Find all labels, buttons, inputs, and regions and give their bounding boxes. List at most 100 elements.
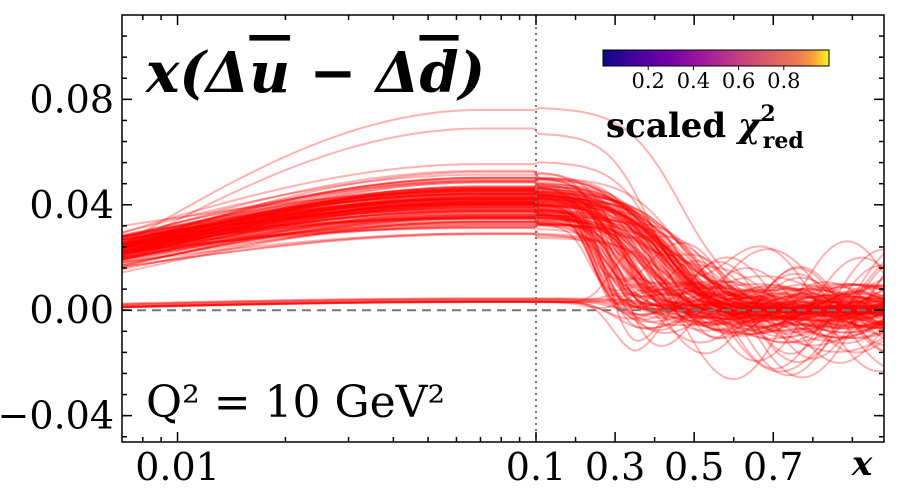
colorbar-tick-label: 0.4 [677,69,710,93]
replica-curve [122,177,884,319]
replica-curve [122,267,884,354]
replica-curve [122,188,884,314]
replica-curve [122,196,884,320]
replica-curve [122,191,884,337]
replica-curve [122,196,884,325]
replica-curve [122,199,884,329]
replica-curve [122,185,884,315]
replica-curve [122,216,884,335]
replica-curve [122,186,884,333]
replica-curve [122,297,884,321]
replica-curve [122,211,884,379]
replica-curve [122,224,884,329]
replica-curve [122,181,884,336]
replica-curve [122,178,884,312]
x-tick-label: 0.01 [135,445,220,489]
replica-curve [122,187,884,307]
replica-curve [122,211,884,322]
replica-curve [122,222,884,326]
replica-curve [122,107,884,316]
replica-curve [122,200,884,353]
replica-curve [122,207,884,324]
replica-curve [122,259,884,364]
colorbar-label-sub: red [763,128,804,154]
replica-curve [122,213,884,329]
y-tick-label: −0.04 [0,394,114,438]
replica-curve [122,207,884,318]
replica-curve [122,195,884,316]
colorbar-tick-label: 0.8 [767,69,800,93]
replica-curve [122,200,884,317]
replica-curve [122,223,884,321]
replica-curve [122,213,884,320]
replica-curve [122,171,884,327]
replica-curve [122,192,884,373]
replica-curve [122,209,884,318]
replica-curve [122,201,884,320]
replica-curve [122,291,884,329]
replica-curve [122,186,884,328]
colorbar-gradient [602,49,830,67]
replica-curve [122,196,884,347]
replica-curve [122,183,884,314]
replica-curve [122,202,884,329]
replica-curve [122,188,884,333]
replica-curve [122,216,884,314]
replica-curve [122,201,884,318]
replica-curve [122,198,884,333]
colorbar-label-sup: 2 [760,101,775,127]
replica-curve [122,205,884,345]
replica-curve [122,204,884,315]
replica-curve [122,216,884,317]
replica-curve [122,232,884,320]
replica-curve [122,196,884,311]
replica-curve [122,200,884,327]
axis-tick-labels: −0.04 0.00 0.04 0.08 0.01 0.1 0.3 0.5 0.7 [0,77,803,489]
replica-curve [122,202,884,353]
title-part-0: x(Δ [145,40,249,106]
replica-curve [122,169,884,332]
replica-curve [122,200,884,303]
replica-curve [122,290,884,330]
replica-curve [122,213,884,342]
replica-curve [122,224,884,320]
replica-curve [122,186,884,317]
replica-curve [122,194,884,340]
replica-curve [122,208,884,339]
replica-curve [122,297,884,317]
replica-curve [122,202,884,327]
replica-curve [122,172,884,314]
colorbar: 0.2 0.4 0.6 0.8 scaled χ2 red [602,49,830,154]
replica-curve [122,260,884,360]
replica-curve [122,193,884,339]
replica-curve [122,209,884,327]
replica-curve [122,193,884,334]
colorbar-label-main: scaled [606,106,738,146]
replica-curve [122,181,884,323]
x-tick-label: 0.7 [743,445,803,489]
replica-curve [122,295,884,325]
replica-curve [122,161,884,317]
y-tick-label: 0.08 [29,77,114,121]
replica-curve [122,211,884,339]
replica-curve [122,187,884,363]
replica-curve [122,216,884,314]
replica-curve [122,215,884,332]
replica-curve [122,176,884,321]
x-tick-label: 0.3 [585,445,645,489]
replica-curve [122,190,884,331]
x-tick-label: 0.1 [506,445,566,489]
replica-curve [122,219,884,329]
replica-curve [122,209,884,355]
replica-curve [122,188,884,326]
replica-curve [122,276,884,344]
x-tick-label: 0.5 [664,445,724,489]
replica-curve [122,203,884,344]
replica-curve [122,200,884,316]
replica-curve [122,205,884,324]
replica-curve [122,240,884,381]
replica-curve [122,214,884,328]
replica-curve [122,185,884,326]
replica-curve [122,190,884,327]
colorbar-tick-label: 0.6 [722,69,755,93]
